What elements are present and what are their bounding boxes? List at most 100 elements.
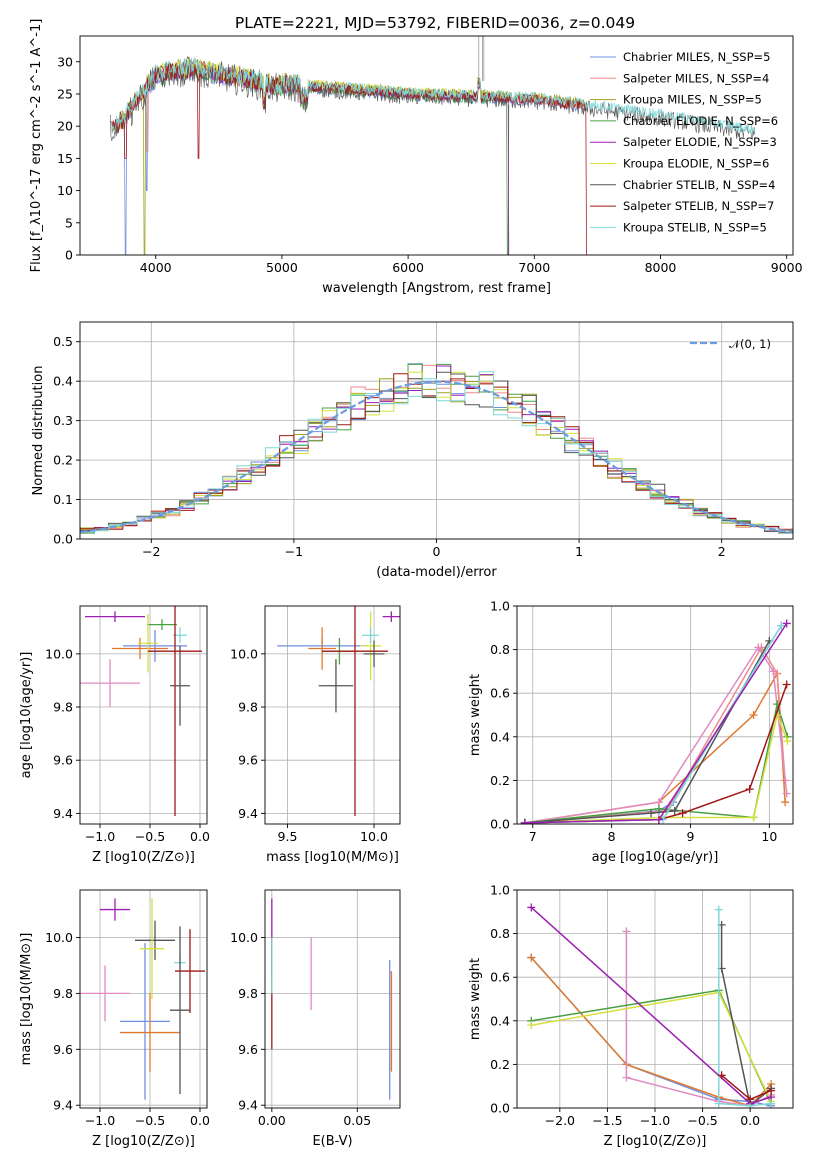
y-tick-label: 0.0: [53, 532, 73, 547]
plot-area: [80, 606, 202, 817]
x-tick-label: −0.5: [687, 1113, 717, 1128]
y-axis-label: mass [log10(M/M⊙)]: [19, 933, 34, 1066]
y-tick-label: 9.4: [53, 1098, 73, 1113]
x-axis-label: mass [log10(M/M⊙)]: [266, 850, 399, 865]
panel-massweight_vs_age: 7 8 9 10 0.0 0.2 0.4 0.6 0.8 1.0 age [log10(age/yr…: [468, 599, 794, 865]
y-tick-label: 0.8: [490, 926, 510, 941]
plot-area: [527, 903, 776, 1108]
x-tick-label: −1.0: [85, 829, 115, 844]
y-tick-label: 0.4: [53, 374, 73, 389]
axes-frame: [79, 889, 208, 1109]
legend-entry: Salpeter STELIB, N_SSP=7: [623, 199, 774, 213]
plus-marker: [781, 798, 790, 807]
y-tick-label: 10.0: [230, 930, 258, 945]
y-tick-label: 0.2: [490, 773, 510, 788]
plus-marker: [527, 903, 536, 912]
plus-marker: [714, 1099, 723, 1108]
axes-frame: [79, 605, 208, 825]
x-tick-label: 0.05: [343, 1113, 371, 1128]
y-tick-label: 9.6: [53, 1042, 73, 1057]
x-tick-label: 9: [687, 829, 695, 844]
spectrum-line: [109, 60, 588, 255]
spectrum-line: [142, 57, 510, 105]
spectrum-line: [110, 55, 755, 141]
spectrum-line: [111, 57, 756, 135]
x-tick-label: 8000: [645, 260, 677, 275]
mass-weight-line: [524, 671, 786, 824]
plus-marker: [783, 737, 792, 746]
axes-frame: [516, 605, 794, 825]
axes-frame: [516, 889, 794, 1109]
x-tick-label: −1: [285, 544, 303, 559]
y-tick-label: 25: [57, 86, 73, 101]
x-axis-label: age [log10(age/yr)]: [592, 850, 719, 865]
panel-spectrum: 4000 5000 6000 7000 8000 9000 0 5 10 15 20 25 30 wave…: [29, 19, 803, 296]
axes-frame: [79, 321, 794, 540]
figure-title: PLATE=2221, MJD=53792, FIBERID=0036, z=0…: [235, 14, 635, 32]
legend-entry: Chabrier MILES, N_SSP=5: [623, 50, 770, 64]
y-tick-label: 0.4: [490, 729, 510, 744]
y-tick-label: 0.2: [490, 1057, 510, 1072]
axes-frame: [264, 605, 401, 825]
x-axis-label: Z [log10(Z/Z⊙)]: [92, 850, 195, 865]
y-tick-label: 9.4: [53, 806, 73, 821]
x-tick-label: −0.5: [135, 1113, 165, 1128]
x-tick-label: −1.0: [85, 1113, 115, 1128]
plus-marker: [745, 785, 754, 794]
x-tick-label: 10: [761, 829, 777, 844]
mass-weight-line: [524, 622, 788, 824]
plot-area: [520, 619, 792, 824]
plus-marker: [527, 1021, 536, 1030]
mass-weight-line: [718, 909, 772, 1107]
residual-histogram: [80, 371, 793, 534]
x-tick-label: 0.0: [190, 829, 210, 844]
y-axis-label: age [log10(age/yr)]: [19, 652, 34, 779]
normal-curve: [80, 380, 793, 534]
x-tick-label: 7000: [518, 260, 550, 275]
y-axis-label: Flux [f_λ10^-17 erg cm^-2 s^-1 A^-1]: [29, 19, 44, 273]
plot-area: [109, 36, 756, 255]
y-tick-label: 9.8: [238, 700, 258, 715]
y-tick-label: 0.6: [490, 970, 510, 985]
y-tick-label: 10.0: [230, 646, 258, 661]
legend-entry: Chabrier ELODIE, N_SSP=6: [623, 114, 778, 128]
plus-marker: [749, 711, 758, 719]
x-tick-label: 5000: [266, 260, 298, 275]
plus-marker: [754, 643, 763, 652]
x-tick-label: 0: [433, 544, 441, 559]
x-tick-label: 2: [718, 544, 726, 559]
y-tick-label: 9.6: [238, 1042, 258, 1057]
plus-marker: [714, 905, 723, 914]
panels: 4000 5000 6000 7000 8000 9000051015202530wave…: [19, 19, 803, 1149]
y-tick-label: 30: [57, 54, 73, 69]
x-axis-label: E(B-V): [312, 1134, 352, 1149]
legend-entry: Kroupa MILES, N_SSP=5: [623, 93, 762, 107]
plus-marker: [717, 1071, 726, 1080]
mass-weight-line: [531, 991, 772, 1102]
legend-entry: Salpeter ELODIE, N_SSP=3: [623, 135, 777, 149]
y-tick-label: 15: [57, 151, 73, 166]
legend-entry: 𝒩(0, 1): [729, 337, 771, 351]
y-tick-label: 9.4: [238, 1098, 258, 1113]
y-tick-label: 0.8: [490, 642, 510, 657]
plot-area: [80, 363, 793, 534]
x-tick-label: 10.0: [360, 829, 388, 844]
panel-age_vs_Z: −1.0 −0.5 0.0 9.4 9.6 9.8 10.0 Z [log10(Z/Z⊙)] a…: [19, 605, 210, 865]
x-axis-label: wavelength [Angstrom, rest frame]: [322, 281, 551, 296]
plot-area: [277, 606, 400, 817]
y-tick-label: 9.4: [238, 806, 258, 821]
panel-residuals: −2 −1 0 1 2 0.0 0.1 0.2 0.3 0.4 0.5 (data-model)/er…: [31, 321, 794, 580]
legend-entry: Chabrier STELIB, N_SSP=4: [623, 178, 775, 192]
plus-marker: [746, 1095, 755, 1104]
y-tick-label: 0.1: [53, 492, 73, 507]
plot-area: [80, 898, 205, 1100]
x-tick-label: 4000: [140, 260, 172, 275]
x-tick-label: 9.5: [278, 829, 298, 844]
x-tick-label: 1: [575, 544, 583, 559]
y-axis-label: Normed distribution: [31, 366, 46, 496]
plus-marker: [777, 621, 786, 630]
x-axis-label: Z [log10(Z/Z⊙)]: [604, 1134, 707, 1149]
axes-frame: [79, 35, 794, 256]
legend-entry: Kroupa STELIB, N_SSP=5: [623, 220, 767, 234]
